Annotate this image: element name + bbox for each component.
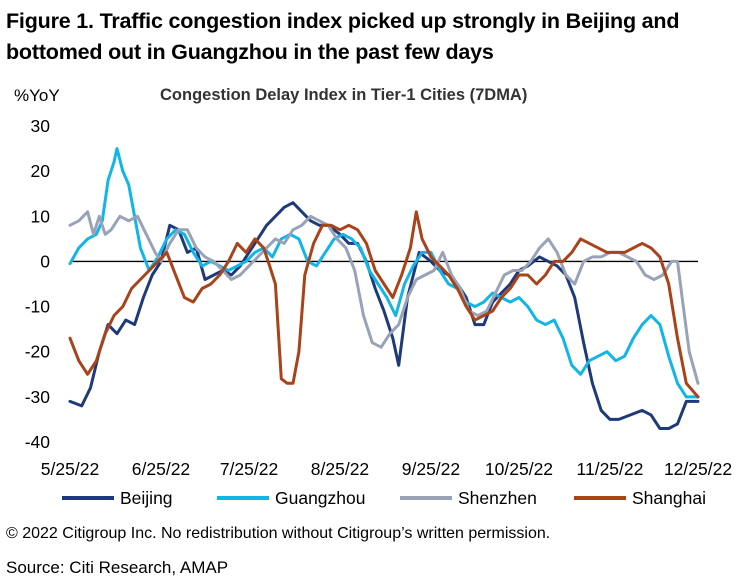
y-tick-label: 30 [31,116,51,136]
x-tick-label: 8/25/22 [311,459,369,479]
y-tick-label: -10 [25,297,51,317]
x-tick-label: 12/25/22 [664,459,732,479]
x-axis-ticks: 5/25/22 6/25/22 7/25/22 8/25/22 9/25/22 10/25… [41,459,732,479]
x-tick-label: 7/25/22 [220,459,278,479]
y-tick-label: -40 [25,432,51,452]
x-tick-label: 11/25/22 [577,459,644,479]
line-chart: 30 20 10 0 -10 -20 -30 -40 5/25/22 6/25/22 7/25/2… [25,116,732,508]
legend-label-shenzhen: Shenzhen [458,488,537,508]
x-tick-label: 6/25/22 [132,459,190,479]
y-tick-label: 10 [31,206,51,226]
series-line-guangzhou [68,147,700,399]
series-line-shenzhen [68,210,700,385]
legend-label-beijing: Beijing [120,488,173,508]
figure-title: Figure 1. Traffic congestion index picke… [6,9,680,64]
x-tick-label: 5/25/22 [41,459,99,479]
legend: Beijing Guangzhou Shenzhen Shanghai [62,488,706,508]
y-tick-label: 20 [31,161,51,181]
legend-label-shanghai: Shanghai [632,488,706,508]
x-tick-label: 10/25/22 [485,459,553,479]
source-note: Source: Citi Research, AMAP [6,558,229,577]
y-axis-ticks: 30 20 10 0 -10 -20 -30 -40 [25,116,51,452]
copyright-note: © 2022 Citigroup Inc. No redistribution … [6,525,551,542]
y-tick-label: -30 [25,387,51,407]
x-tick-label: 9/25/22 [402,459,460,479]
series-lines [68,147,700,430]
chart-title: Congestion Delay Index in Tier-1 Cities … [160,86,528,104]
y-tick-label: -20 [25,342,51,362]
y-tick-label: 0 [40,251,50,271]
series-line-beijing [68,201,700,430]
series-line-shanghai [68,210,700,399]
y-axis-label: %YoY [14,86,60,105]
legend-label-guangzhou: Guangzhou [275,488,366,508]
